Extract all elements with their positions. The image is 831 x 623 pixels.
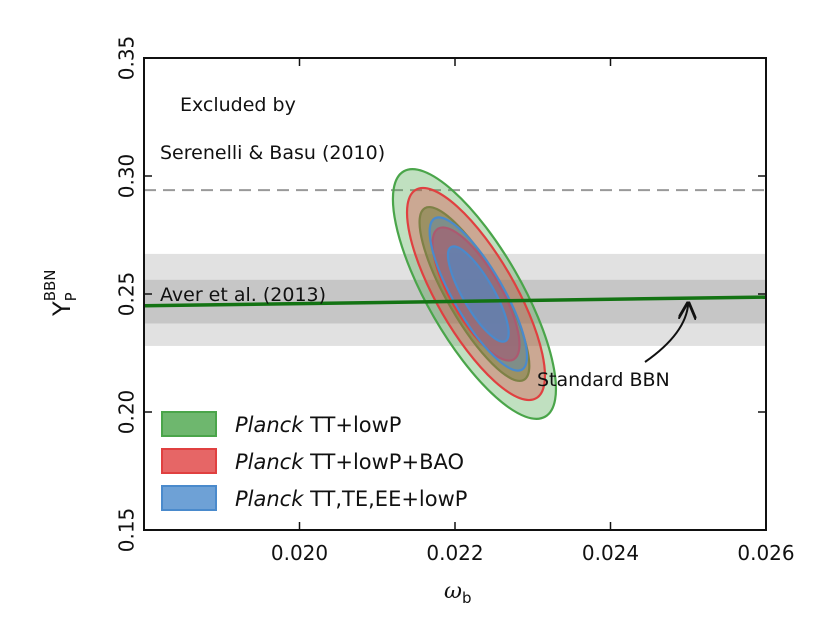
exclusion-label-1: Excluded by <box>180 94 296 116</box>
standard-bbn-label: Standard BBN <box>537 369 670 391</box>
axis-ticks: 0.020 0.022 0.024 0.026 0.15 0.20 0.25 0.30 0.35 <box>115 36 795 565</box>
x-tick-label: 0.022 <box>426 541 483 565</box>
y-axis-label-sub: P <box>62 292 80 301</box>
legend-label: Planck TT,TE,EE+lowP <box>235 487 467 511</box>
y-tick-label: 0.20 <box>115 390 139 435</box>
legend-swatch <box>161 448 217 474</box>
aver-label: Aver et al. (2013) <box>160 284 326 306</box>
legend-label: Planck TT+lowP <box>235 413 401 437</box>
standard-bbn-line <box>144 295 766 308</box>
legend: Planck TT+lowP Planck TT+lowP+BAO Planck T… <box>161 411 467 511</box>
x-axis-label-sub: b <box>462 589 472 607</box>
y-tick-label: 0.35 <box>115 36 139 81</box>
standard-bbn-arrow <box>644 303 688 363</box>
y-axis-label-sup: BBN <box>41 269 59 301</box>
y-tick-label: 0.15 <box>115 508 139 553</box>
legend-label: Planck TT+lowP+BAO <box>235 450 464 474</box>
x-axis-label: ωb <box>444 579 471 607</box>
x-tick-label: 0.020 <box>271 541 328 565</box>
legend-swatch <box>161 485 217 511</box>
plot-area <box>144 168 766 420</box>
svg-text:YPBBN: YPBBN <box>41 269 80 317</box>
y-tick-label: 0.30 <box>115 154 139 199</box>
x-tick-label: 0.024 <box>582 541 639 565</box>
exclusion-label-2: Serenelli & Basu (2010) <box>160 142 385 164</box>
contour-group <box>391 168 558 420</box>
legend-swatch <box>161 411 217 437</box>
y-tick-label: 0.25 <box>115 272 139 317</box>
y-axis-label: YPBBN <box>41 269 80 317</box>
x-tick-label: 0.026 <box>737 541 794 565</box>
